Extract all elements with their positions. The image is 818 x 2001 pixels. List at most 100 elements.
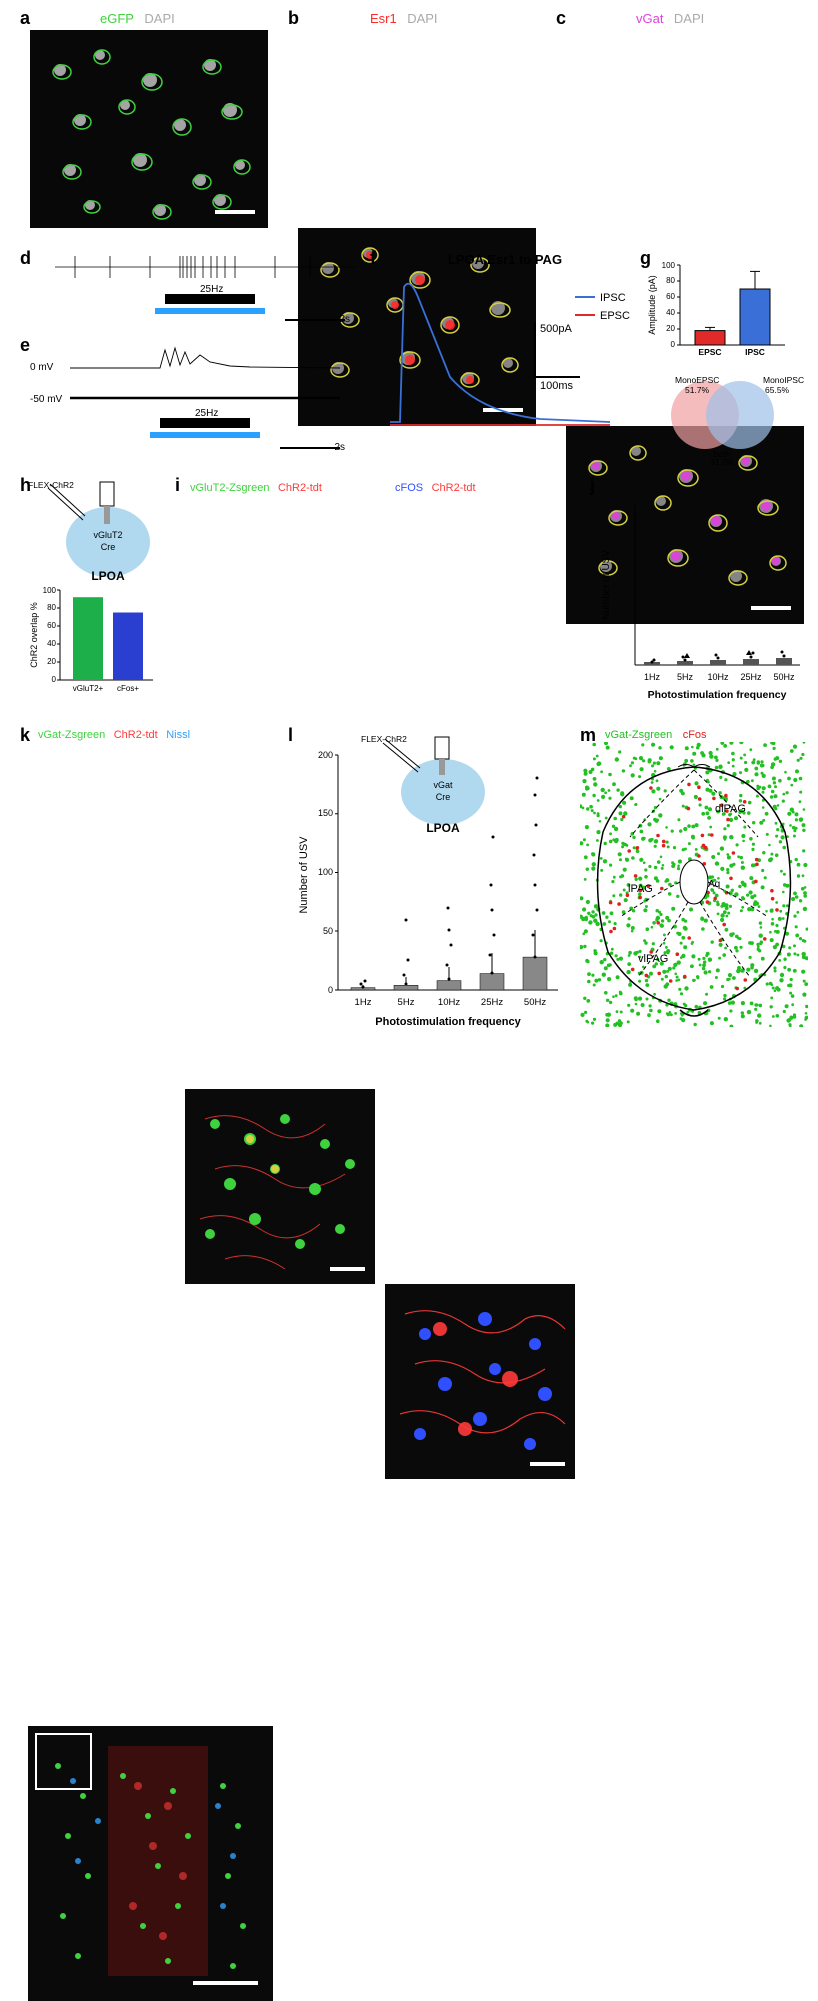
- panel-k-label: k: [20, 725, 30, 746]
- f-yscale: 500pA: [540, 323, 572, 335]
- svg-text:FLEX-ChR2: FLEX-ChR2: [28, 480, 74, 490]
- panel-l: vGat Cre LPOA FLEX-ChR2 0 50 100 150 200…: [293, 735, 568, 1030]
- svg-text:40: 40: [47, 639, 56, 648]
- panel-c-legend: vGat DAPI: [636, 10, 704, 28]
- panel-h: vGluT2 Cre LPOA FLEX-ChR2 0 20 40 60 80 …: [28, 480, 163, 715]
- panel-d-trace: 25Hz 2s: [55, 252, 355, 327]
- svg-text:5Hz: 5Hz: [677, 672, 694, 682]
- svg-text:40: 40: [666, 308, 675, 317]
- panel-e-label: e: [20, 335, 30, 356]
- stim-freq-e: 25Hz: [195, 408, 218, 419]
- svg-text:ChR2 overlap %: ChR2 overlap %: [29, 602, 39, 668]
- panel-c-label: c: [556, 8, 566, 29]
- svg-text:100: 100: [662, 261, 676, 270]
- svg-text:vGluT2: vGluT2: [93, 530, 122, 540]
- svg-text:150: 150: [318, 808, 333, 818]
- svg-text:60: 60: [47, 621, 56, 630]
- svg-text:0: 0: [328, 985, 333, 995]
- e-v1: 0 mV: [30, 362, 54, 373]
- svg-text:0: 0: [52, 675, 57, 684]
- svg-text:LPOA: LPOA: [426, 821, 460, 835]
- panel-m-legend: vGat-Zsgreen cFos: [605, 725, 707, 743]
- svg-text:50: 50: [323, 926, 333, 936]
- svg-text:25Hz: 25Hz: [481, 997, 503, 1008]
- svg-text:10Hz: 10Hz: [707, 672, 729, 682]
- svg-text:cFos+: cFos+: [117, 684, 139, 693]
- svg-text:IPSC: IPSC: [745, 347, 765, 357]
- panel-i-left: [185, 1089, 375, 1284]
- panel-f-title: LPOA Esr1 to PAG: [380, 252, 630, 267]
- d-scale: 2s: [339, 314, 350, 325]
- panel-a-image: [30, 30, 268, 228]
- svg-text:MonoIPSC: MonoIPSC: [763, 375, 804, 385]
- svg-text:Amplitude (pA): Amplitude (pA): [647, 275, 657, 335]
- svg-text:Cre: Cre: [101, 542, 116, 552]
- svg-text:Photostimulation frequency: Photostimulation frequency: [648, 689, 787, 701]
- svg-text:Aq: Aq: [708, 879, 720, 890]
- panel-i-label: i: [175, 475, 180, 496]
- svg-text:Photostimulation frequency: Photostimulation frequency: [375, 1016, 521, 1028]
- svg-text:80: 80: [47, 603, 56, 612]
- e-scale: 2s: [334, 442, 345, 453]
- svg-text:LPOA: LPOA: [91, 569, 125, 583]
- svg-text:0: 0: [671, 340, 676, 349]
- microscopy-a-svg: [30, 30, 268, 228]
- svg-text:51.7%: 51.7%: [685, 385, 710, 395]
- scalebar-i-left: [330, 1267, 365, 1271]
- svg-text:65.5%: 65.5%: [765, 385, 790, 395]
- svg-text:vlPAG: vlPAG: [638, 953, 668, 965]
- e-v2: -50 mV: [30, 394, 63, 405]
- svg-text:20: 20: [47, 657, 56, 666]
- svg-text:MonoEPSC: MonoEPSC: [675, 375, 719, 385]
- panel-d-label: d: [20, 248, 31, 269]
- svg-text:10Hz: 10Hz: [438, 997, 460, 1008]
- panel-a-label: a: [20, 8, 30, 29]
- h-schematic: vGluT2 Cre LPOA FLEX-ChR2: [28, 480, 163, 585]
- svg-text:80: 80: [666, 276, 675, 285]
- svg-text:25Hz: 25Hz: [740, 672, 762, 682]
- svg-text:lPAG: lPAG: [628, 883, 653, 895]
- svg-text:vGluT2+: vGluT2+: [73, 684, 104, 693]
- panel-g: 0 20 40 60 80 100 EPSC IPSC Amplitude (p…: [645, 255, 805, 465]
- panel-i-left-legend: vGluT2-Zsgreen ChR2-tdt: [190, 478, 322, 496]
- scalebar-a: [215, 210, 255, 214]
- svg-text:FLEX-ChR2: FLEX-ChR2: [361, 735, 407, 744]
- svg-text:20: 20: [666, 324, 675, 333]
- svg-text:100: 100: [318, 867, 333, 877]
- panel-f-label: f: [370, 248, 376, 269]
- svg-text:dlPAG: dlPAG: [715, 803, 746, 815]
- panel-k-legend: vGat-Zsgreen ChR2-tdt Nissl: [38, 725, 190, 743]
- panel-j: Number of USV Photostimulation frequency…: [595, 490, 810, 705]
- stim-freq-d: 25Hz: [200, 284, 223, 295]
- h-bar-chart: 0 20 40 60 80 100 vGluT2+ cFos+ ChR2 ove…: [28, 585, 163, 705]
- svg-text:vGat: vGat: [433, 780, 453, 790]
- svg-text:Number of USV: Number of USV: [601, 550, 612, 620]
- svg-text:50Hz: 50Hz: [524, 997, 546, 1008]
- svg-text:60: 60: [666, 292, 675, 301]
- svg-text:Number of USV: Number of USV: [298, 836, 310, 914]
- svg-text:50Hz: 50Hz: [773, 672, 795, 682]
- g-bar-chart: 0 20 40 60 80 100 EPSC IPSC Amplitude (p…: [645, 255, 805, 365]
- scalebar-k: [193, 1981, 258, 1985]
- svg-text:100: 100: [43, 586, 57, 595]
- panel-f: LPOA Esr1 to PAG 500pA 100ms IPSC EPSC: [380, 252, 630, 462]
- f-ipsc-label: IPSC: [600, 292, 626, 304]
- f-epsc-label: EPSC: [600, 310, 630, 322]
- svg-text:5Hz: 5Hz: [398, 997, 415, 1008]
- panel-k-image: [28, 1726, 273, 2001]
- scalebar-i-right: [530, 1462, 565, 1466]
- panel-m: Aq dlPAG lPAG vlPAG: [580, 742, 808, 1027]
- f-xscale: 100ms: [540, 380, 574, 392]
- panel-i-right: [385, 1284, 575, 1479]
- svg-text:1Hz: 1Hz: [355, 997, 372, 1008]
- svg-text:200: 200: [318, 750, 333, 760]
- svg-text:Cre: Cre: [436, 792, 451, 802]
- panel-e-trace: 0 mV -50 mV 25Hz 2s: [30, 340, 355, 460]
- svg-text:EPSC: EPSC: [698, 347, 721, 357]
- panel-b-legend: Esr1 DAPI: [370, 10, 438, 28]
- svg-text:31.0%: 31.0%: [710, 457, 735, 465]
- panel-a-legend: eGFP DAPI: [100, 10, 175, 28]
- panel-b-label: b: [288, 8, 299, 29]
- panel-i-right-legend: cFOS ChR2-tdt: [395, 478, 476, 496]
- g-venn: MonoEPSC 51.7% MonoIPSC 65.5% Both 31.0%: [645, 365, 805, 465]
